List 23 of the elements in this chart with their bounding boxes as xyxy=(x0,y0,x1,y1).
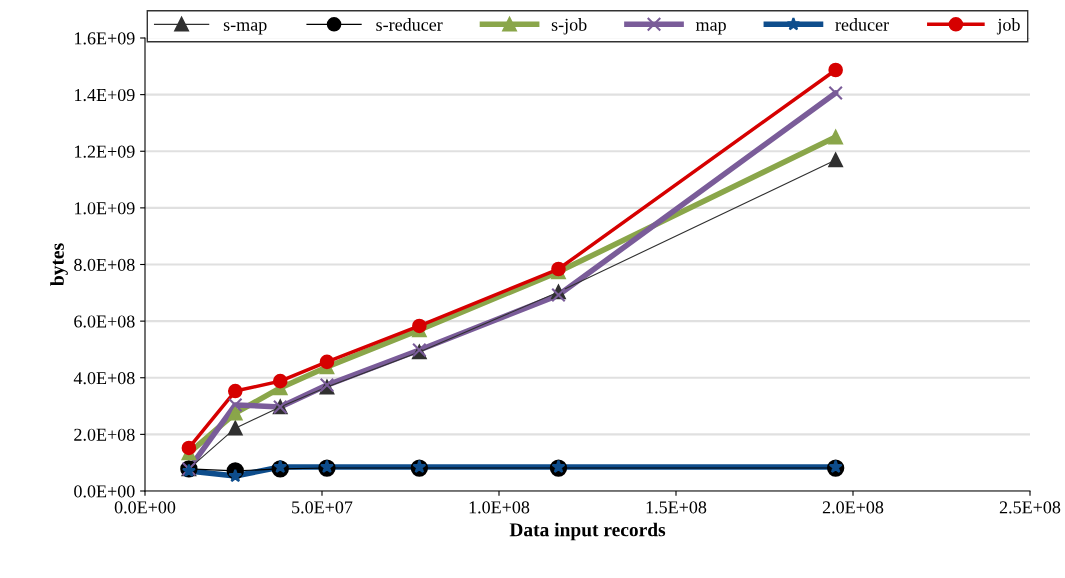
x-tick-label: 1.5E+08 xyxy=(646,501,707,514)
legend-label: map xyxy=(695,22,726,35)
legend-label: s-reducer xyxy=(376,18,443,31)
x-tick-label: 2.5E+08 xyxy=(999,501,1061,514)
y-axis-title: bytes xyxy=(50,243,68,286)
y-tick-label: 2.0E+08 xyxy=(74,428,135,441)
y-tick-label: 1.0E+09 xyxy=(75,202,135,215)
y-tick-label: 0.0E+00 xyxy=(74,485,135,498)
legend-label: job xyxy=(996,18,1020,35)
x-tick-label: 1.0E+08 xyxy=(469,501,530,514)
x-tick-label: 0.0E+00 xyxy=(114,501,176,514)
y-tick-label: 8.0E+08 xyxy=(74,258,135,272)
x-tick-label: 5.0E+07 xyxy=(292,501,353,514)
x-tick-label: 2.0E+08 xyxy=(822,501,884,514)
x-axis-title: Data input records xyxy=(509,522,666,541)
legend-label: s-map xyxy=(223,22,267,35)
y-tick-label: 1.2E+09 xyxy=(75,145,135,158)
y-tick-label: 1.6E+09 xyxy=(75,32,135,45)
y-tick-label: 6.0E+08 xyxy=(74,315,135,328)
y-tick-label: 1.4E+09 xyxy=(75,88,135,102)
legend-label: s-job xyxy=(551,18,587,35)
y-tick-label: 4.0E+08 xyxy=(73,372,135,385)
legend-label: reducer xyxy=(835,18,889,31)
